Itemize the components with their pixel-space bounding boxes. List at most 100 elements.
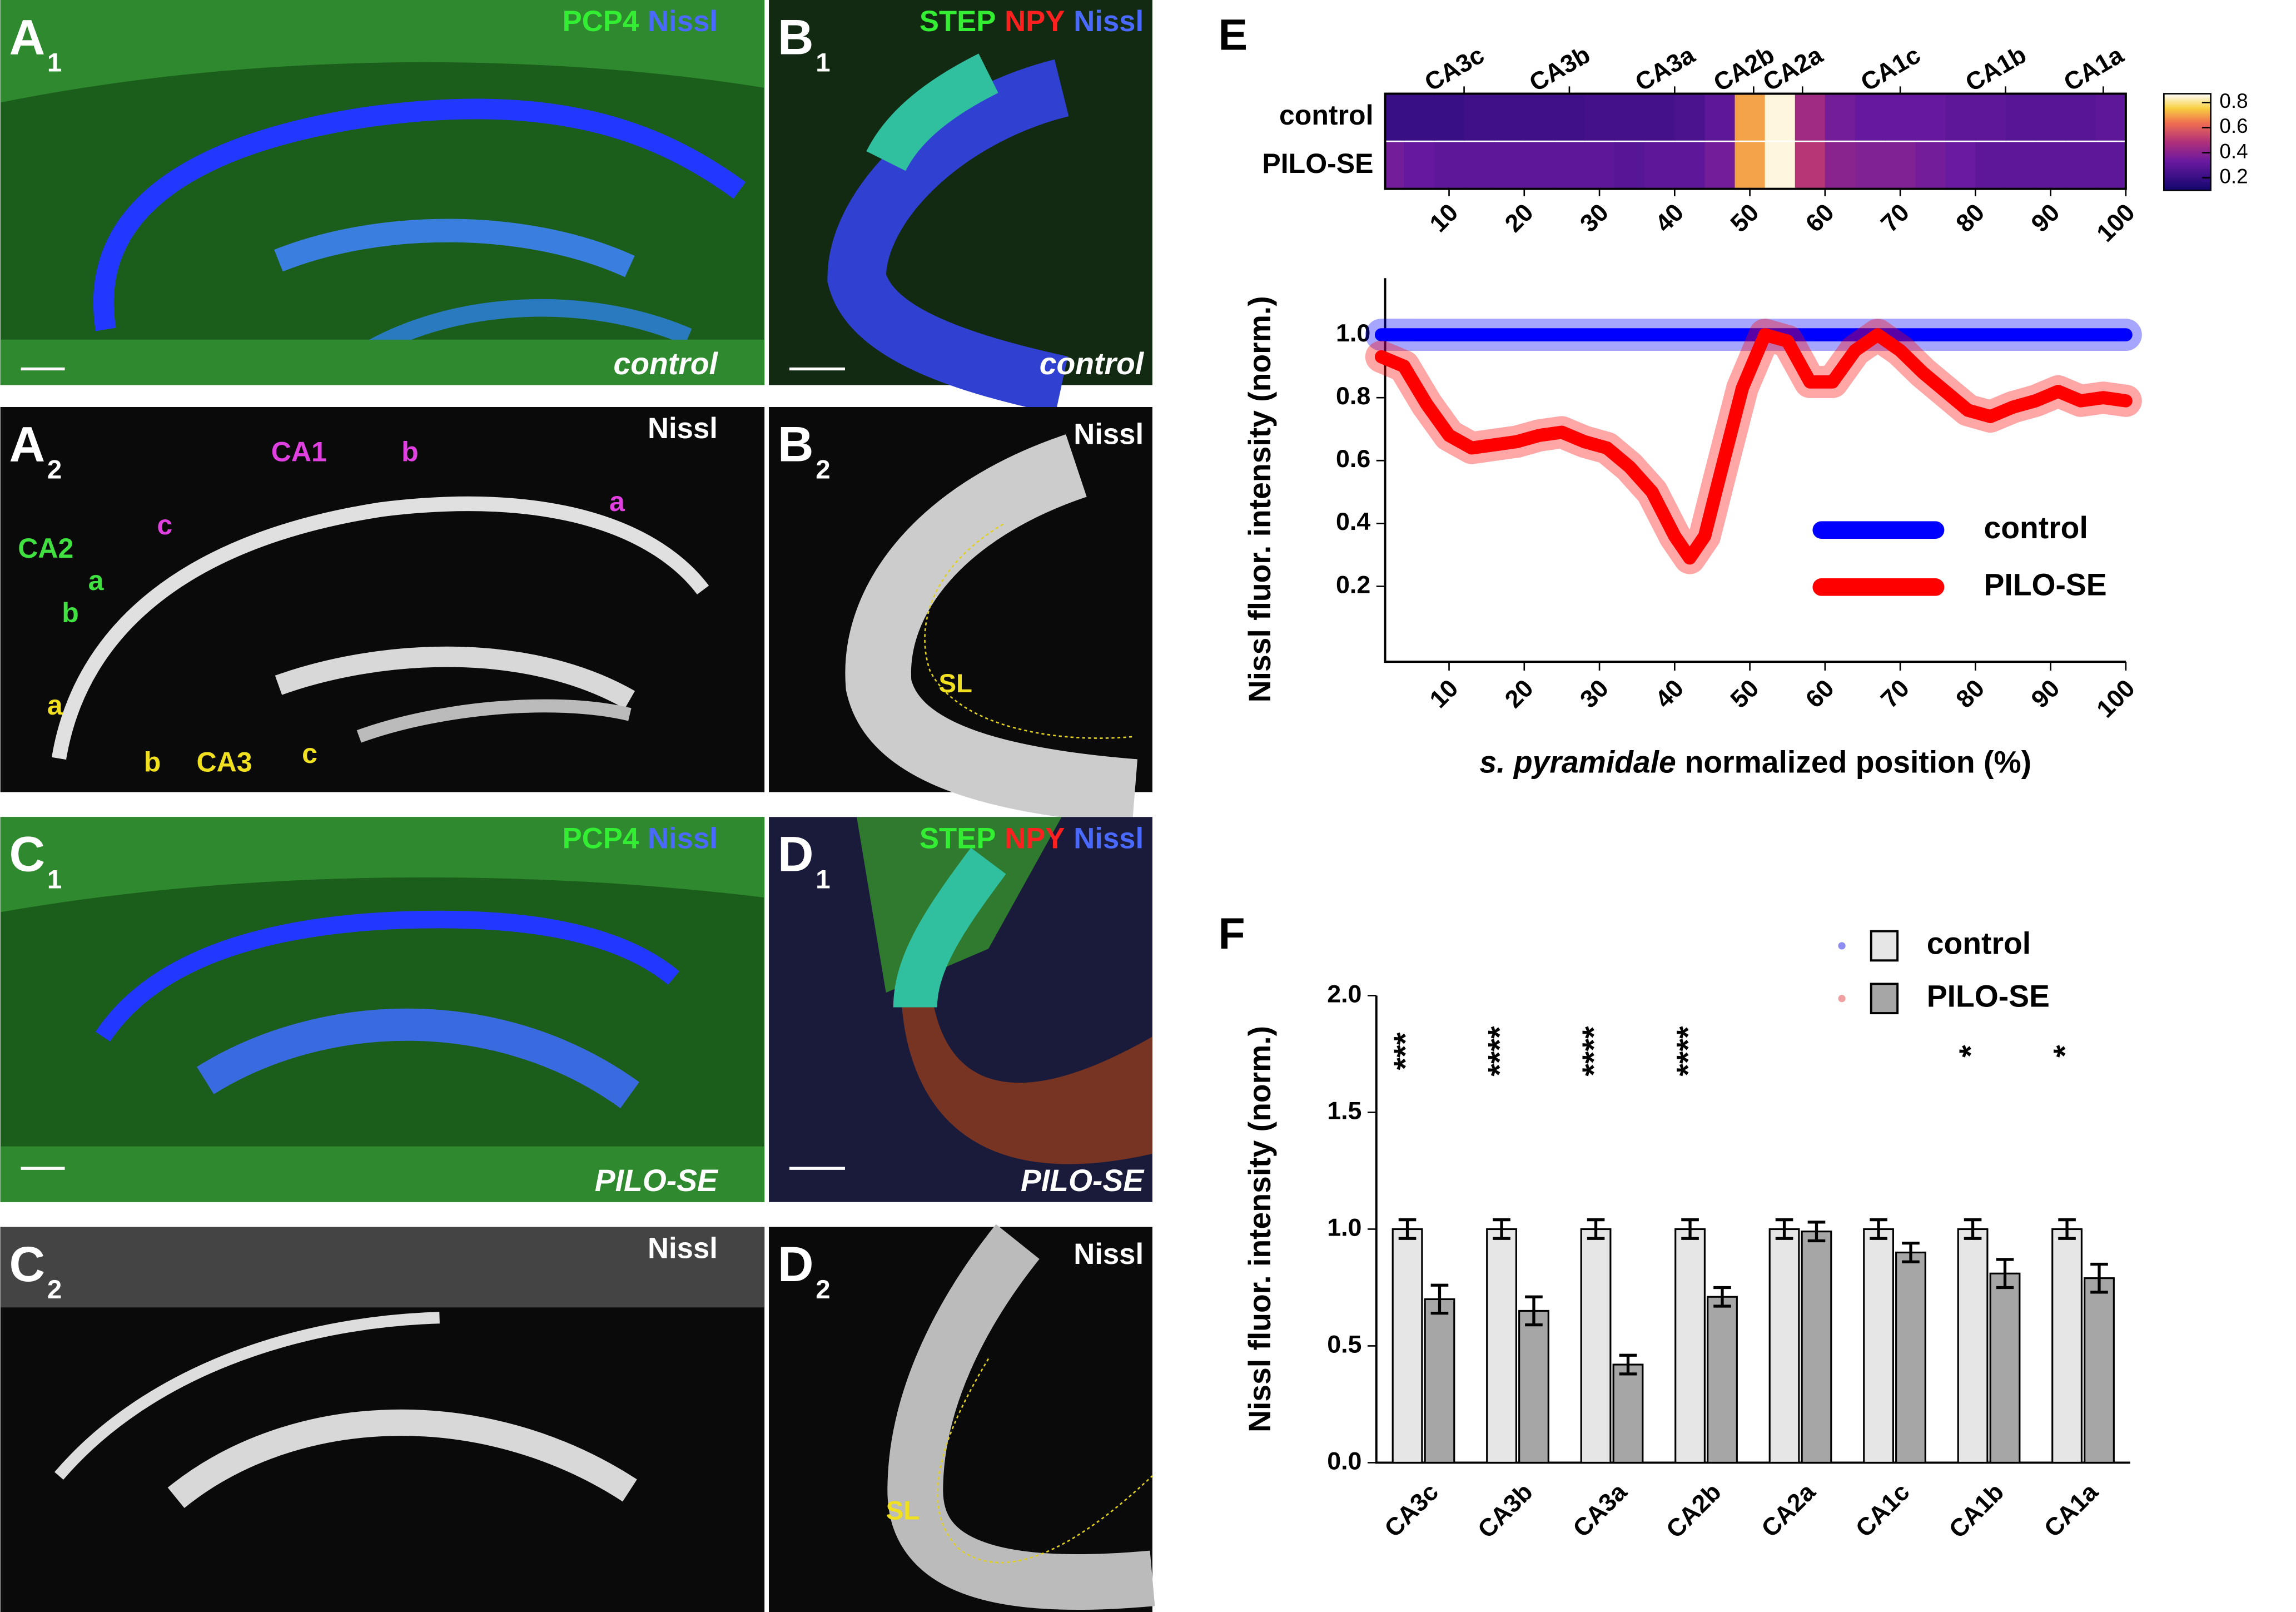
- heat-cell: [2035, 142, 2066, 189]
- error-bar: [1681, 1218, 1699, 1240]
- heat-cell: [1915, 93, 1946, 141]
- cell-layer: [52, 496, 709, 760]
- heat-cell: [1885, 142, 1916, 189]
- legend-swatch: [1870, 983, 1899, 1015]
- bar: [1486, 1228, 1517, 1464]
- region: b: [62, 597, 79, 628]
- cell-layer: [54, 1312, 440, 1480]
- channel: PCP4: [563, 5, 639, 38]
- condition: control: [614, 346, 719, 381]
- region-tick-label: CA1b: [1961, 41, 2031, 97]
- heat-cell: [1404, 93, 1435, 141]
- channel: NPY: [1005, 5, 1065, 38]
- heat-cell: [2095, 93, 2127, 141]
- channels: STEP NPY Nissl: [920, 822, 1144, 855]
- error-bar: [1902, 1242, 1920, 1263]
- x-tick-label: CA3a: [1568, 1477, 1633, 1542]
- region-tick-label: CA3b: [1524, 41, 1594, 97]
- x-tick-label: 40: [1650, 674, 1689, 713]
- region-labels: CA1 b a c CA2 a b a b CA3 c: [18, 436, 625, 777]
- heat-cell: [1385, 93, 1405, 141]
- heat-cell: [1765, 93, 1796, 141]
- heat-cell: [1855, 93, 1886, 141]
- channels: STEP NPY Nissl: [920, 5, 1144, 38]
- bar: [1863, 1228, 1894, 1464]
- significance: *: [1953, 1045, 1989, 1058]
- heat-cell: [1494, 93, 1525, 141]
- channel: STEP: [920, 822, 996, 855]
- colorbar-tick-label: 0.6: [2219, 115, 2248, 137]
- panel-sub: 1: [47, 48, 62, 77]
- y-tick-label: 1.5: [1327, 1097, 1361, 1124]
- region: c: [302, 738, 317, 769]
- heat-cell: [1464, 142, 1495, 189]
- heat-cell: [1915, 142, 1946, 189]
- channel: Nissl: [648, 412, 718, 445]
- heat-cell: [1584, 93, 1616, 141]
- legend-label: PILO-SE: [1927, 979, 2050, 1013]
- heat-cell: [1554, 142, 1586, 189]
- legend-dot: [1838, 995, 1846, 1003]
- heat-cell: [1614, 93, 1646, 141]
- significance: *: [2047, 1045, 2083, 1058]
- x-tick-label: CA1c: [1850, 1478, 1915, 1542]
- y-tick-label: 0.4: [1336, 508, 1370, 535]
- cell-layer: [275, 646, 635, 709]
- heat-cell: [2005, 142, 2036, 189]
- cell-layer: [893, 847, 1006, 1008]
- panel-d1: D 1 STEP NPY Nissl PILO-SE: [769, 817, 1152, 1202]
- panel-sub: 1: [816, 48, 830, 77]
- panel-c1: C 1 PCP4 Nissl PILO-SE: [0, 817, 765, 1202]
- heat-cell: [2065, 93, 2097, 141]
- sl-outline: [937, 1358, 1153, 1564]
- heat-cell: [2095, 142, 2127, 189]
- heat-cell: [1434, 142, 1465, 189]
- region: CA1: [271, 436, 327, 467]
- panel-sub: 1: [816, 865, 830, 895]
- cell-layer: [827, 59, 1069, 414]
- bar: [1580, 1228, 1612, 1464]
- condition: control: [1040, 346, 1145, 381]
- x-tick-label: 100: [2091, 199, 2140, 247]
- y-tick-label: 1.0: [1327, 1213, 1361, 1241]
- channel: Nissl: [1074, 5, 1144, 38]
- region: SL: [886, 1496, 920, 1525]
- x-tick-label: 10: [1424, 674, 1464, 713]
- bar: [1707, 1296, 1738, 1464]
- y-tick-label: 2.0: [1327, 980, 1361, 1008]
- x-axis-label-part: normalized position (%): [1685, 745, 2031, 779]
- x-tick-label: CA1a: [2039, 1477, 2104, 1542]
- panel-c2: Nissl C 2: [0, 1227, 765, 1612]
- channel: Nissl: [648, 5, 718, 38]
- x-tick-label: 80: [1951, 674, 1990, 713]
- y-tick-label: 0.5: [1327, 1330, 1361, 1358]
- error-bar: [1807, 1221, 1826, 1243]
- channel: Nissl: [1074, 1238, 1144, 1271]
- texture: [0, 1227, 765, 1308]
- error-bar: [1619, 1353, 1637, 1376]
- channel: STEP: [920, 5, 996, 38]
- panel-letter: A: [9, 9, 45, 65]
- significance: ****: [1670, 1026, 1706, 1077]
- heat-cell: [2005, 93, 2036, 141]
- error-bar: [2058, 1218, 2076, 1240]
- colorbar-tick-label: 0.2: [2219, 165, 2248, 187]
- cell-layer: [274, 219, 635, 277]
- heat-cell: [1494, 142, 1525, 189]
- region: a: [88, 565, 105, 596]
- channels: PCP4 Nissl: [563, 5, 718, 38]
- heat-cell: [1524, 142, 1555, 189]
- error-bar: [1493, 1218, 1510, 1240]
- x-tick-label: 10: [1424, 199, 1464, 238]
- y-axis-label: Nissl fluor. intensity (norm.): [1243, 1026, 1277, 1432]
- channel: Nissl: [1074, 418, 1144, 451]
- heat-cell: [1704, 93, 1736, 141]
- cell-layer: [361, 299, 692, 359]
- legend-swatch: [1870, 930, 1899, 962]
- panel-sub: 2: [47, 455, 62, 484]
- y-tick-label: 1.0: [1336, 319, 1370, 347]
- error-bar: [2090, 1262, 2108, 1294]
- sl-outline: [924, 523, 1135, 739]
- panel-sub: 2: [47, 1275, 62, 1305]
- condition: PILO-SE: [1021, 1163, 1145, 1198]
